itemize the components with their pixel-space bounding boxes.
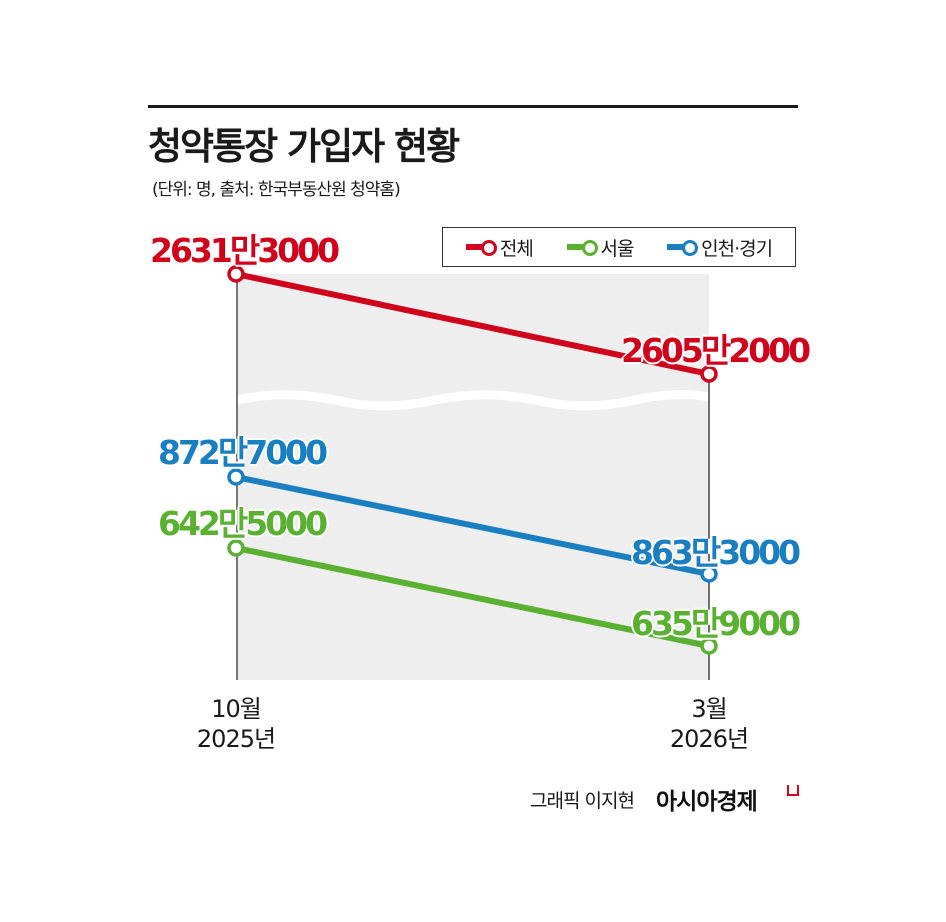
chart-subtitle: (단위: 명, 출처: 한국부동산원 청약홈) xyxy=(152,180,401,200)
plot-area xyxy=(237,274,709,680)
legend-item-incheon: 인천·경기 xyxy=(667,234,773,261)
axis-break-wave xyxy=(236,390,710,411)
label-incheon-start: 872만7000 xyxy=(158,433,328,472)
point-seoul-end xyxy=(700,637,718,655)
series-incheon xyxy=(227,468,718,583)
label-incheon-end: 863만3000 xyxy=(631,533,801,572)
point-total-end xyxy=(700,365,718,383)
chart-title: 청약통장 가입자 현황 xyxy=(148,125,460,168)
brand-mark-icon xyxy=(787,785,799,796)
x-label-year: 2026년 xyxy=(669,725,749,753)
brand-logo: 아시아경제 xyxy=(656,789,758,815)
legend-label: 서울 xyxy=(600,237,635,260)
x-label-start: 10월 2025년 xyxy=(186,694,286,754)
graphic-credit: 그래픽 이지현 xyxy=(530,790,635,812)
point-total-start xyxy=(227,265,245,283)
label-total-end: 2605만2000 xyxy=(621,331,811,370)
point-incheon-start xyxy=(227,468,245,486)
legend-item-seoul: 서울 xyxy=(566,234,635,261)
label-seoul-end: 635만9000 xyxy=(631,604,801,643)
point-seoul-start xyxy=(227,539,245,557)
x-label-end: 3월 2026년 xyxy=(659,694,759,754)
legend: 전체 서울 인천·경기 xyxy=(442,227,796,267)
series-total xyxy=(227,265,718,383)
legend-label: 전체 xyxy=(499,237,534,260)
legend-label: 인천·경기 xyxy=(701,237,773,260)
label-total-start: 2631만3000 xyxy=(150,231,340,270)
legend-marker-icon xyxy=(667,240,699,256)
legend-marker-icon xyxy=(465,240,497,256)
x-label-month: 3월 xyxy=(691,695,727,723)
legend-item-total: 전체 xyxy=(465,234,534,261)
top-rule xyxy=(148,105,798,108)
x-label-year: 2025년 xyxy=(196,725,276,753)
series-seoul xyxy=(227,539,718,655)
legend-marker-icon xyxy=(566,240,598,256)
point-incheon-end xyxy=(700,565,718,583)
x-label-month: 10월 xyxy=(211,695,262,723)
label-seoul-start: 642만5000 xyxy=(158,504,328,543)
